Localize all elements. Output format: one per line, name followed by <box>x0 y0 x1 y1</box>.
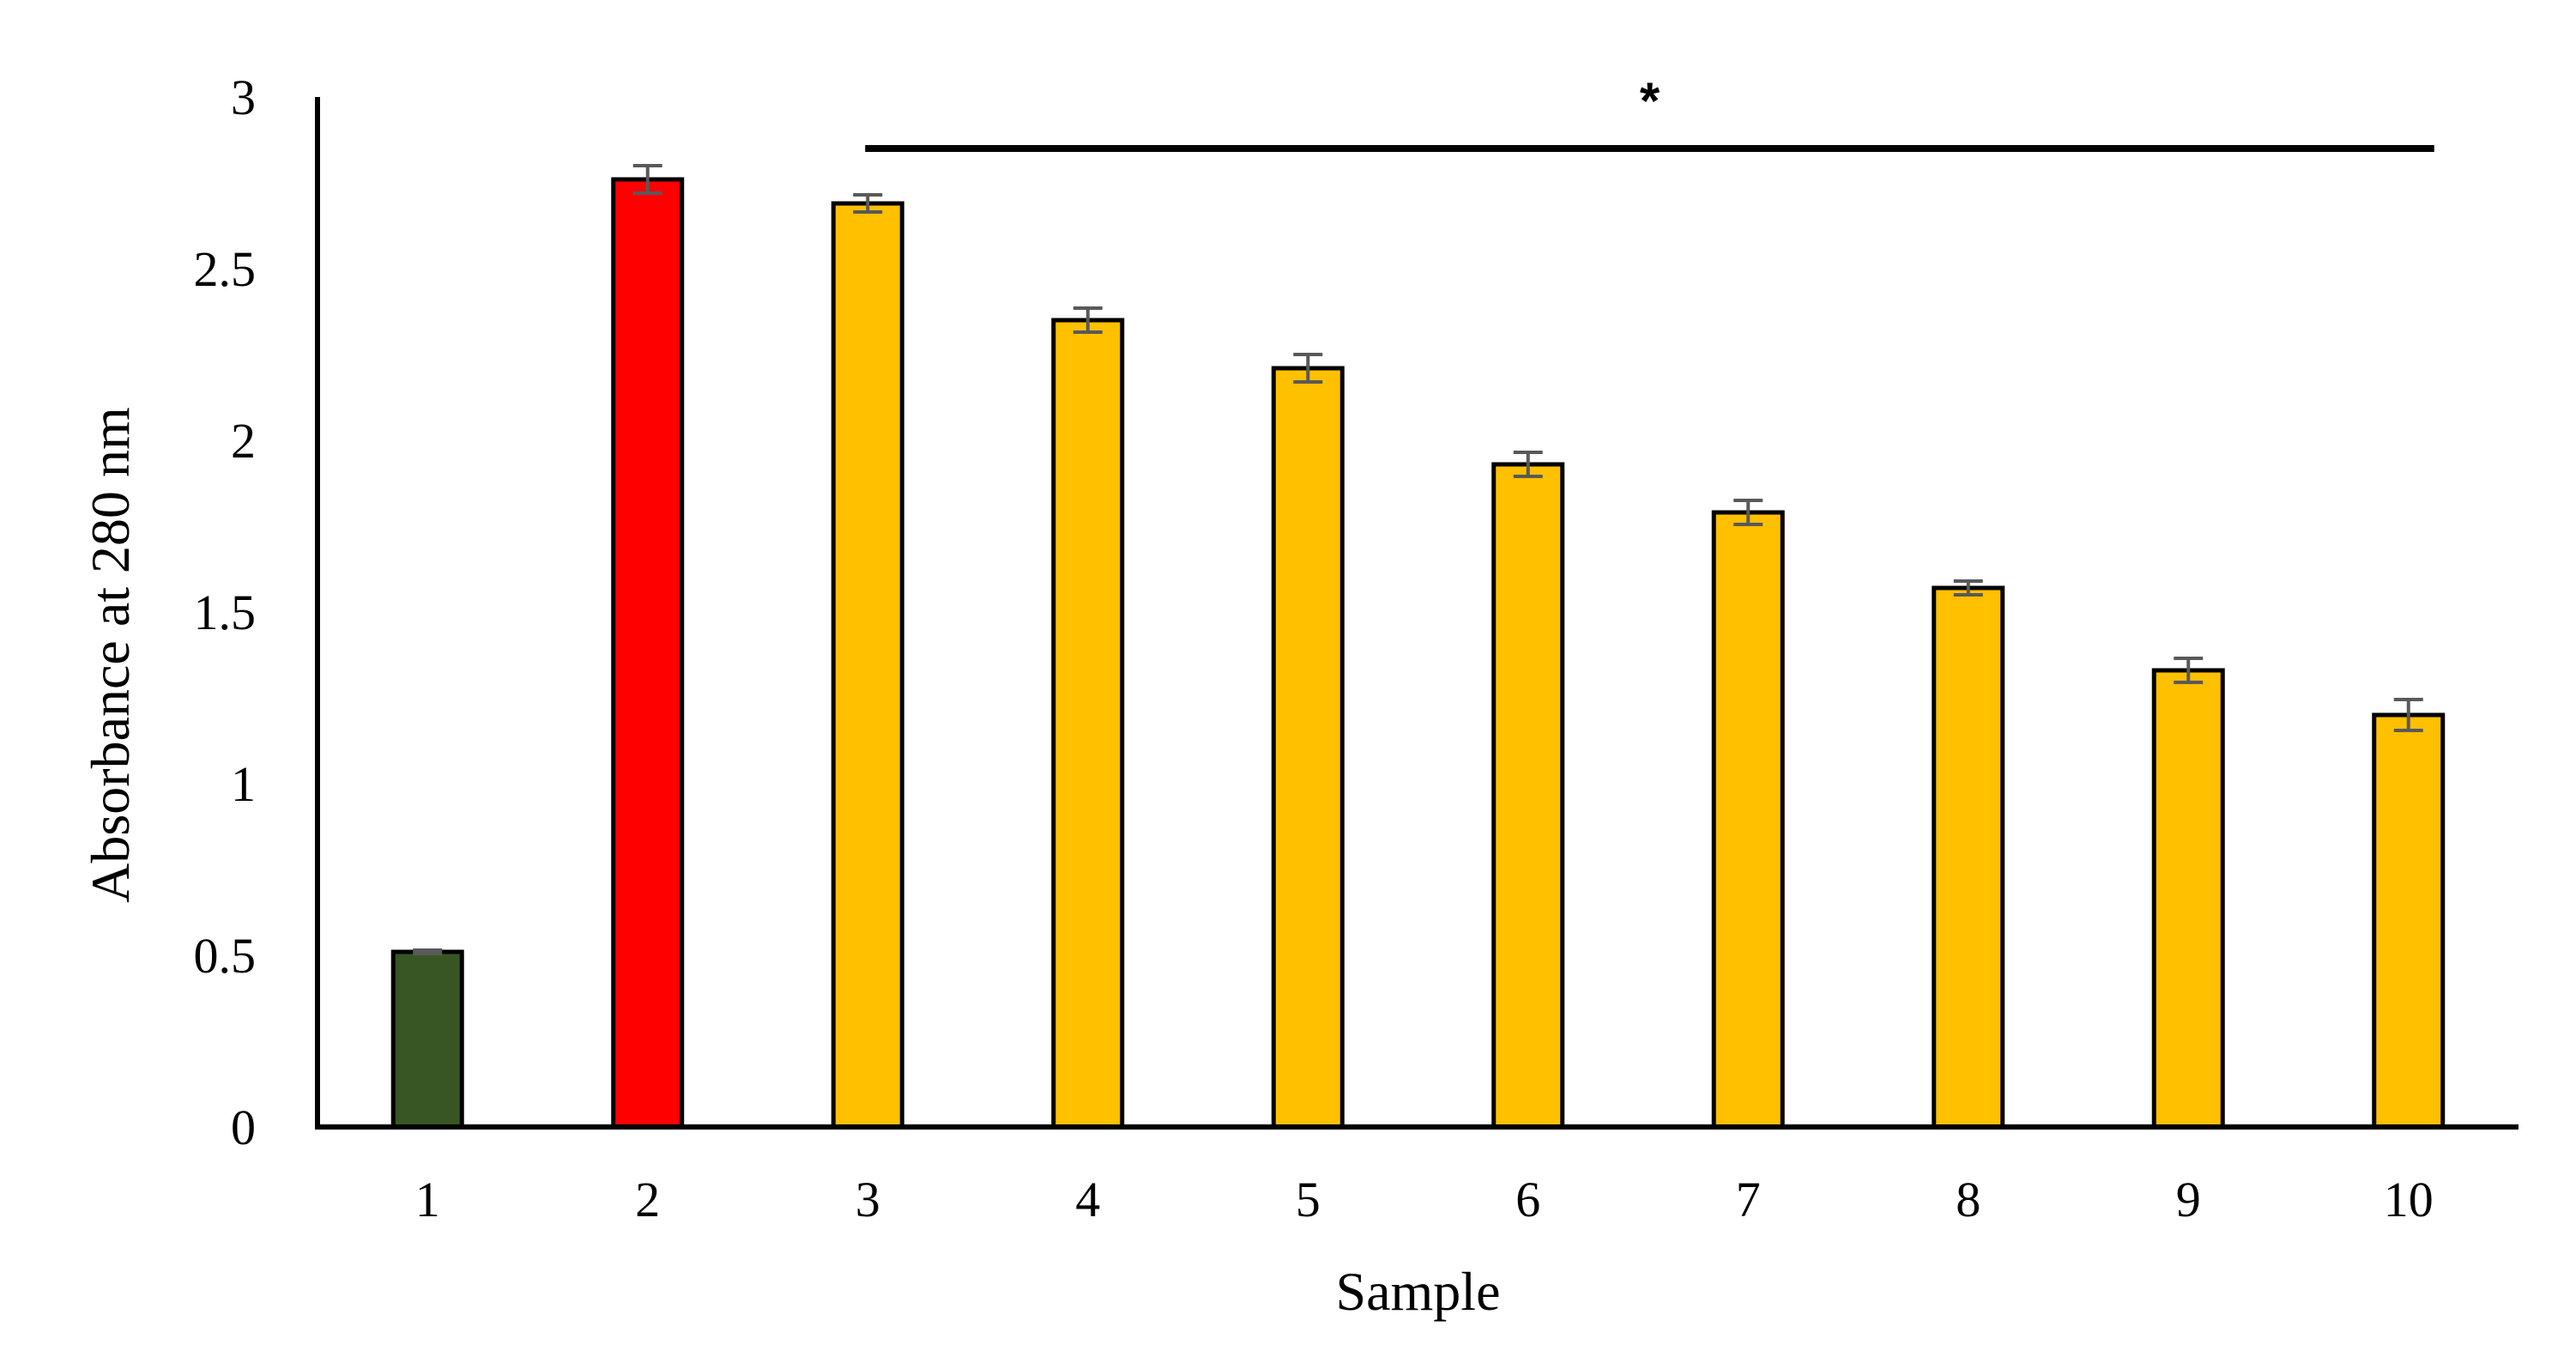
y-tick-label: 3 <box>231 70 256 125</box>
bars-group <box>390 177 2446 1130</box>
x-tick-label: 3 <box>856 1172 880 1227</box>
bar-sample-3 <box>831 201 904 1130</box>
error-bar-sample-10 <box>2393 698 2423 732</box>
y-tick-label: 1 <box>231 756 256 812</box>
error-bar-sample-7 <box>1733 499 1763 526</box>
y-tick-label: 0 <box>231 1100 256 1155</box>
bar-sample-1 <box>390 949 464 1130</box>
error-bar-sample-4 <box>1073 306 1103 334</box>
x-tick-labels: 1 2 3 4 5 6 7 8 9 10 <box>415 1172 2434 1227</box>
error-bar-sample-1 <box>413 948 443 955</box>
error-bar-sample-9 <box>2174 657 2204 684</box>
y-tick-label: 0.5 <box>194 928 257 984</box>
x-tick-label: 4 <box>1075 1172 1100 1227</box>
x-axis-title: Sample <box>1336 1261 1501 1322</box>
error-bar-sample-8 <box>1953 579 1983 597</box>
x-tick-label: 5 <box>1296 1172 1321 1227</box>
x-tick-label: 9 <box>2176 1172 2201 1227</box>
y-tick-label: 1.5 <box>194 585 257 640</box>
x-tick-label: 7 <box>1736 1172 1761 1227</box>
x-tick-label: 10 <box>2384 1172 2434 1227</box>
bar-sample-2 <box>611 177 685 1130</box>
significance-label: * <box>1640 72 1660 130</box>
error-bar-sample-2 <box>632 164 662 195</box>
bar-sample-4 <box>1051 318 1125 1130</box>
error-bar-sample-3 <box>853 193 883 214</box>
y-axis-title: Absorbance at 280 nm <box>80 407 141 903</box>
error-bars-group <box>413 164 2423 955</box>
error-bar-sample-6 <box>1513 451 1543 478</box>
x-tick-label: 2 <box>635 1172 660 1227</box>
error-bar-sample-5 <box>1293 353 1323 384</box>
bar-sample-7 <box>1711 510 1785 1130</box>
bar-sample-9 <box>2151 668 2225 1130</box>
bar-sample-6 <box>1491 462 1565 1130</box>
x-tick-label: 8 <box>1956 1172 1980 1227</box>
bar-sample-10 <box>2372 712 2446 1130</box>
y-tick-labels: 0 0.5 1 1.5 2 2.5 3 <box>194 70 257 1155</box>
y-tick-label: 2 <box>231 413 256 469</box>
bar-sample-8 <box>1932 585 2005 1130</box>
bar-sample-5 <box>1271 366 1345 1130</box>
y-tick-label: 2.5 <box>194 241 257 297</box>
x-tick-label: 6 <box>1515 1172 1540 1227</box>
x-tick-label: 1 <box>415 1172 440 1227</box>
